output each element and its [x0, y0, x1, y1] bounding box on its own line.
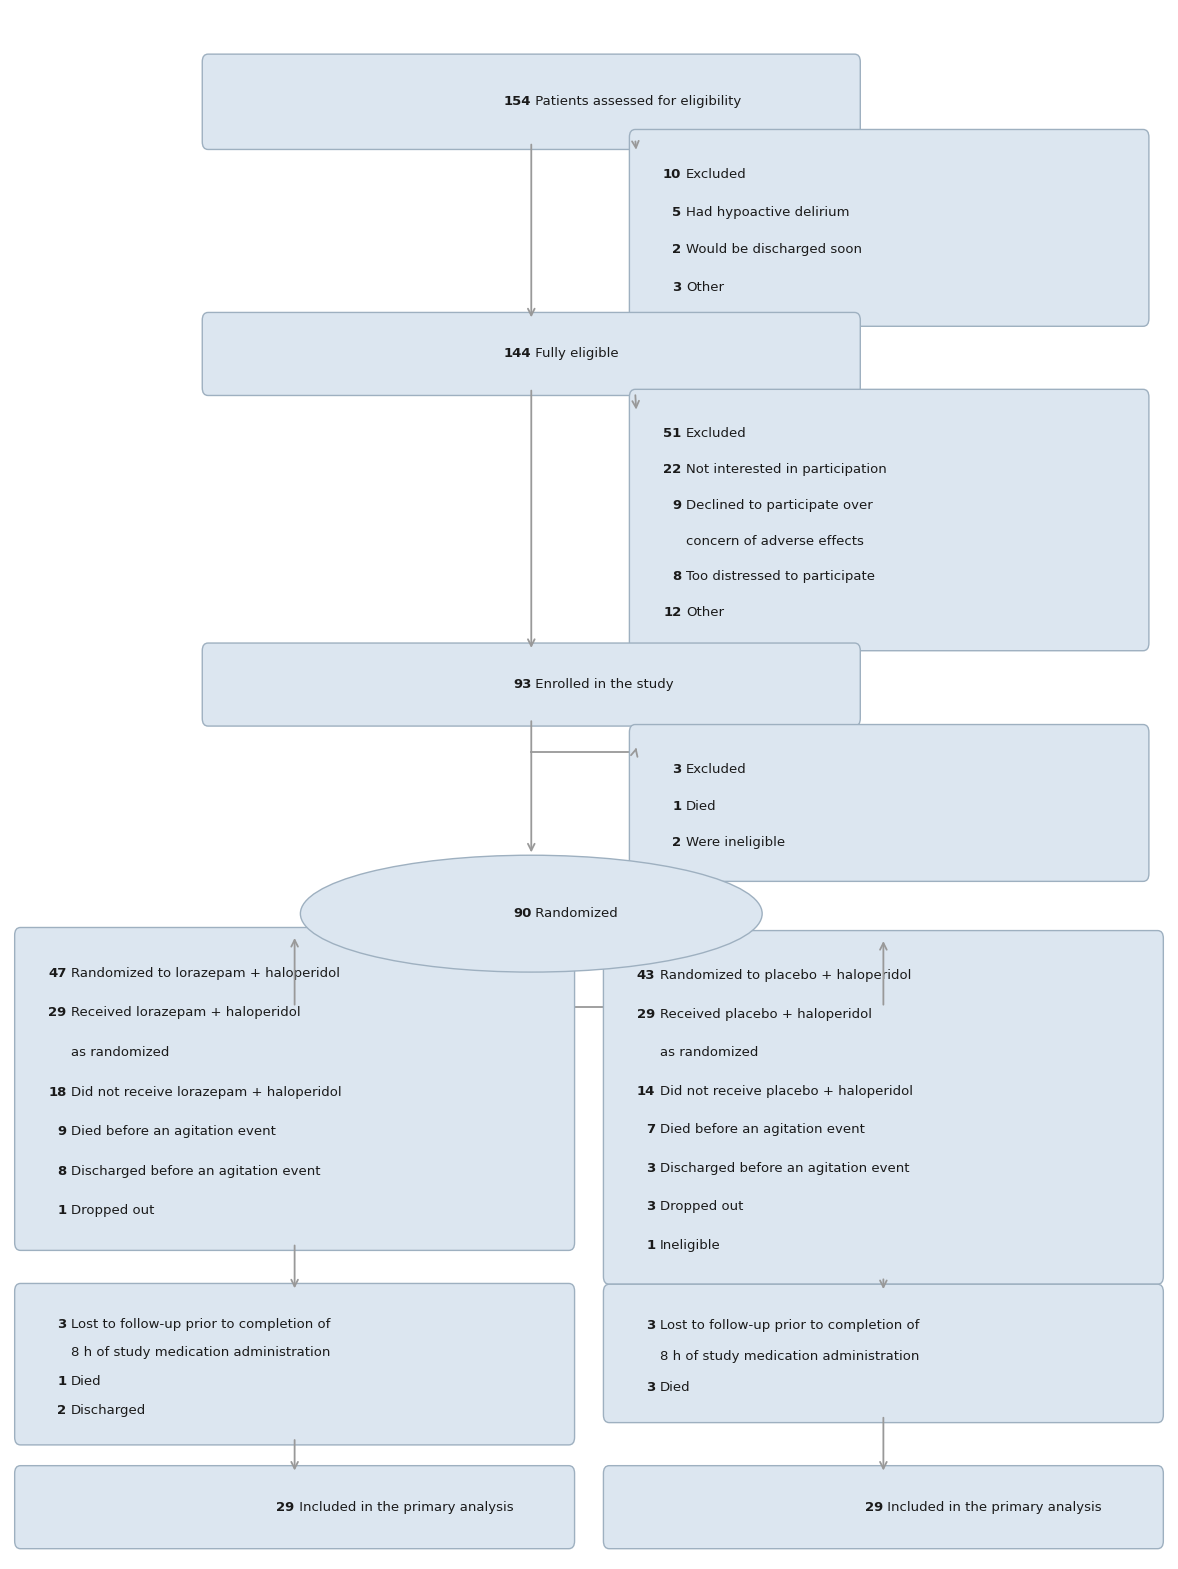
- Text: 8 h of study medication administration: 8 h of study medication administration: [71, 1346, 331, 1359]
- Text: Declined to participate over: Declined to participate over: [686, 499, 873, 511]
- Text: 144: 144: [504, 347, 531, 361]
- FancyBboxPatch shape: [603, 930, 1164, 1283]
- Text: 1: 1: [58, 1374, 67, 1389]
- Text: Enrolled in the study: Enrolled in the study: [531, 678, 674, 690]
- Text: Did not receive placebo + haloperidol: Did not receive placebo + haloperidol: [660, 1084, 913, 1098]
- Text: Lost to follow-up prior to completion of: Lost to follow-up prior to completion of: [660, 1320, 919, 1332]
- FancyBboxPatch shape: [203, 312, 860, 395]
- FancyBboxPatch shape: [629, 725, 1149, 882]
- Text: Received lorazepam + haloperidol: Received lorazepam + haloperidol: [71, 1006, 300, 1020]
- Text: Were ineligible: Were ineligible: [686, 836, 785, 849]
- FancyBboxPatch shape: [14, 927, 575, 1250]
- Text: 5: 5: [673, 206, 681, 218]
- Text: Patients assessed for eligibility: Patients assessed for eligibility: [531, 96, 741, 108]
- Text: Randomized: Randomized: [531, 907, 618, 919]
- Text: Dropped out: Dropped out: [660, 1200, 743, 1213]
- Text: Excluded: Excluded: [686, 427, 747, 439]
- Text: 8 h of study medication administration: 8 h of study medication administration: [660, 1349, 919, 1363]
- FancyBboxPatch shape: [629, 130, 1149, 326]
- Text: Died before an agitation event: Died before an agitation event: [71, 1125, 276, 1138]
- Text: Randomized to placebo + haloperidol: Randomized to placebo + haloperidol: [660, 970, 912, 982]
- Text: Discharged: Discharged: [71, 1404, 146, 1417]
- FancyBboxPatch shape: [203, 643, 860, 726]
- Text: Too distressed to participate: Too distressed to participate: [686, 571, 875, 584]
- Text: 29: 29: [865, 1500, 884, 1514]
- Text: 154: 154: [504, 96, 531, 108]
- Text: as randomized: as randomized: [660, 1047, 759, 1059]
- Text: 3: 3: [646, 1320, 655, 1332]
- Text: Had hypoactive delirium: Had hypoactive delirium: [686, 206, 849, 218]
- Text: concern of adverse effects: concern of adverse effects: [686, 535, 863, 548]
- Text: 29: 29: [277, 1500, 294, 1514]
- Text: 9: 9: [58, 1125, 67, 1138]
- Text: 47: 47: [48, 967, 67, 981]
- FancyBboxPatch shape: [629, 389, 1149, 651]
- Text: Randomized to lorazepam + haloperidol: Randomized to lorazepam + haloperidol: [71, 967, 340, 981]
- Text: Ineligible: Ineligible: [660, 1238, 721, 1252]
- Text: Excluded: Excluded: [686, 168, 747, 180]
- FancyBboxPatch shape: [203, 55, 860, 149]
- Text: Did not receive lorazepam + haloperidol: Did not receive lorazepam + haloperidol: [71, 1086, 342, 1098]
- Text: 14: 14: [637, 1084, 655, 1098]
- FancyBboxPatch shape: [14, 1465, 575, 1549]
- Text: Received placebo + haloperidol: Received placebo + haloperidol: [660, 1007, 872, 1021]
- Text: 3: 3: [646, 1200, 655, 1213]
- Text: 3: 3: [646, 1381, 655, 1393]
- Text: 8: 8: [673, 571, 681, 584]
- Text: as randomized: as randomized: [71, 1047, 170, 1059]
- Ellipse shape: [300, 855, 762, 973]
- Text: 8: 8: [58, 1164, 67, 1178]
- Text: 10: 10: [663, 168, 681, 180]
- Text: 18: 18: [48, 1086, 67, 1098]
- Text: 93: 93: [512, 678, 531, 690]
- Text: Other: Other: [686, 606, 724, 620]
- Text: Included in the primary analysis: Included in the primary analysis: [294, 1500, 514, 1514]
- Text: 2: 2: [673, 836, 681, 849]
- Text: Discharged before an agitation event: Discharged before an agitation event: [660, 1161, 909, 1175]
- Text: 22: 22: [663, 463, 681, 475]
- FancyBboxPatch shape: [603, 1283, 1164, 1423]
- Text: 3: 3: [646, 1161, 655, 1175]
- Text: 3: 3: [58, 1318, 67, 1331]
- Text: Other: Other: [686, 281, 724, 293]
- Text: 9: 9: [673, 499, 681, 511]
- Text: Not interested in participation: Not interested in participation: [686, 463, 887, 475]
- Text: Included in the primary analysis: Included in the primary analysis: [884, 1500, 1101, 1514]
- Text: 29: 29: [48, 1006, 67, 1020]
- Text: 1: 1: [58, 1203, 67, 1218]
- Text: 2: 2: [673, 243, 681, 256]
- Text: 1: 1: [673, 800, 681, 813]
- Text: Fully eligible: Fully eligible: [531, 347, 618, 361]
- Text: Would be discharged soon: Would be discharged soon: [686, 243, 862, 256]
- Text: Excluded: Excluded: [686, 763, 747, 775]
- Text: 3: 3: [673, 763, 681, 775]
- Text: 51: 51: [663, 427, 681, 439]
- Text: Died: Died: [71, 1374, 101, 1389]
- Text: 7: 7: [647, 1123, 655, 1136]
- Text: Dropped out: Dropped out: [71, 1203, 154, 1218]
- Text: Died: Died: [660, 1381, 690, 1393]
- Text: Died: Died: [686, 800, 716, 813]
- Text: 3: 3: [673, 281, 681, 293]
- Text: 29: 29: [637, 1007, 655, 1021]
- Text: Lost to follow-up prior to completion of: Lost to follow-up prior to completion of: [71, 1318, 331, 1331]
- FancyBboxPatch shape: [14, 1283, 575, 1445]
- FancyBboxPatch shape: [603, 1465, 1164, 1549]
- Text: 90: 90: [512, 907, 531, 919]
- Text: 43: 43: [637, 970, 655, 982]
- Text: Died before an agitation event: Died before an agitation event: [660, 1123, 865, 1136]
- Text: 12: 12: [663, 606, 681, 620]
- Text: Discharged before an agitation event: Discharged before an agitation event: [71, 1164, 320, 1178]
- Text: 2: 2: [58, 1404, 67, 1417]
- Text: 1: 1: [647, 1238, 655, 1252]
